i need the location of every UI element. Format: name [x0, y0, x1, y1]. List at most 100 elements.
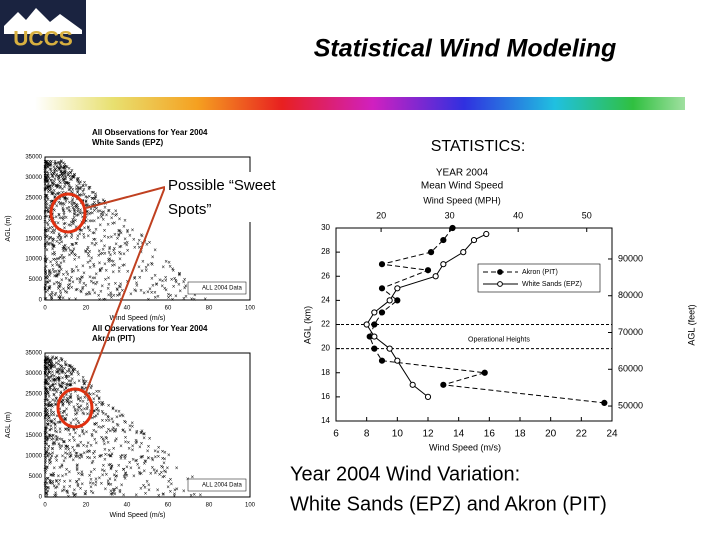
scatter-cross: ×: [94, 477, 98, 483]
scatter-cross: ×: [44, 458, 48, 464]
scatter-cross: ×: [131, 228, 135, 234]
scatter-cross: ×: [60, 202, 64, 208]
scatter-cross: ×: [84, 249, 88, 255]
scatter-cross: ×: [123, 430, 127, 436]
scatter-cross: ×: [63, 196, 67, 202]
scatter-cross: ×: [61, 187, 65, 193]
scatter-cross: ×: [76, 455, 80, 461]
scatter-cross: ×: [55, 479, 59, 485]
scatter-cross: ×: [112, 473, 116, 479]
top-tick-label: 40: [513, 210, 523, 220]
scatter-cross: ×: [89, 259, 93, 265]
scatter-cross: ×: [84, 283, 88, 289]
scatter-cross: ×: [60, 365, 64, 371]
legend-entry: ALL 2004 Data: [202, 286, 242, 292]
scatter-cross: ×: [131, 448, 135, 454]
scatter-cross: ×: [178, 272, 182, 278]
scatter-cross: ×: [157, 446, 161, 452]
scatter-cross: ×: [64, 199, 68, 205]
scatter-cross: ×: [134, 441, 138, 447]
scatter-cross: ×: [46, 240, 50, 246]
scatter-cross: ×: [47, 286, 51, 292]
scatter-cross: ×: [168, 264, 172, 270]
scatter-cross: ×: [45, 465, 49, 471]
scatter-cross: ×: [55, 458, 59, 464]
scatter-cross: ×: [76, 210, 80, 216]
scatter-cross: ×: [114, 429, 118, 435]
scatter-cross: ×: [143, 469, 147, 475]
scatter-cross: ×: [55, 414, 59, 420]
scatter-cross: ×: [67, 182, 71, 188]
scatter-cross: ×: [44, 378, 48, 384]
scatter-cross: ×: [49, 163, 53, 169]
scatter-cross: ×: [44, 432, 48, 438]
scatter-cross: ×: [57, 369, 61, 375]
scatter-cross: ×: [57, 284, 61, 290]
scatter-cross: ×: [79, 453, 83, 459]
scatter-cross: ×: [56, 376, 60, 382]
scatter-cross: ×: [62, 485, 66, 491]
annotation-text: Possible “Sweet: [168, 177, 276, 194]
scatter-cross: ×: [109, 492, 113, 498]
scatter-cross: ×: [45, 159, 49, 165]
scatter-cross: ×: [49, 164, 53, 170]
scatter-cross: ×: [156, 488, 160, 494]
scatter-cross: ×: [68, 364, 72, 370]
scatter-cross: ×: [45, 437, 49, 443]
scatter-cross: ×: [61, 402, 65, 408]
scatter-cross: ×: [57, 377, 61, 383]
scatter-cross: ×: [61, 202, 65, 208]
scatter-cross: ×: [73, 449, 77, 455]
scatter-cross: ×: [82, 412, 86, 418]
scatter-cross: ×: [86, 210, 90, 216]
scatter-cross: ×: [90, 196, 94, 202]
scatter-cross: ×: [50, 192, 54, 198]
scatter-cross: ×: [54, 215, 58, 221]
scatter-cross: ×: [74, 390, 78, 396]
scatter-cross: ×: [46, 382, 50, 388]
x-tick-label: 20: [83, 503, 90, 509]
scatter-cross: ×: [90, 242, 94, 248]
scatter-cross: ×: [58, 407, 62, 413]
scatter-cross: ×: [64, 372, 68, 378]
scatter-cross: ×: [107, 483, 111, 489]
scatter-cross: ×: [84, 250, 88, 256]
scatter-cross: ×: [45, 357, 49, 363]
scatter-cross: ×: [183, 286, 187, 292]
scatter-cross: ×: [47, 377, 51, 383]
scatter-cross: ×: [66, 445, 70, 451]
scatter-cross: ×: [108, 477, 112, 483]
scatter-cross: ×: [70, 426, 74, 432]
y-tick-label: 25000: [25, 195, 42, 201]
series-line: [366, 233, 487, 398]
scatter-cross: ×: [94, 441, 98, 447]
scatter-cross: ×: [119, 252, 123, 258]
scatter-cross: ×: [50, 427, 54, 433]
scatter-cross: ×: [44, 260, 48, 266]
scatter-cross: ×: [84, 393, 88, 399]
scatter-cross: ×: [101, 473, 105, 479]
scatter-cross: ×: [69, 389, 73, 395]
scatter-cross: ×: [55, 371, 59, 377]
scatter-cross: ×: [57, 482, 61, 488]
scatter-cross: ×: [107, 463, 111, 469]
scatter-cross: ×: [51, 364, 55, 370]
scatter-cross: ×: [69, 366, 73, 372]
scatter-cross: ×: [58, 465, 62, 471]
y-tick-label: 28: [321, 247, 330, 256]
scatter-cross: ×: [92, 238, 96, 244]
scatter-cross: ×: [72, 458, 76, 464]
scatter-cross: ×: [109, 454, 113, 460]
scatter-cross: ×: [72, 427, 76, 433]
scatter-cross: ×: [107, 418, 111, 424]
scatter-cross: ×: [79, 208, 83, 214]
scatter-cross: ×: [45, 482, 49, 488]
scatter-cross: ×: [164, 288, 168, 294]
y-tick-label: 22: [321, 320, 330, 329]
y-tick-label: 0: [39, 495, 43, 501]
scatter-cross: ×: [93, 415, 97, 421]
scatter-cross: ×: [81, 411, 85, 417]
scatter-cross: ×: [72, 370, 76, 376]
